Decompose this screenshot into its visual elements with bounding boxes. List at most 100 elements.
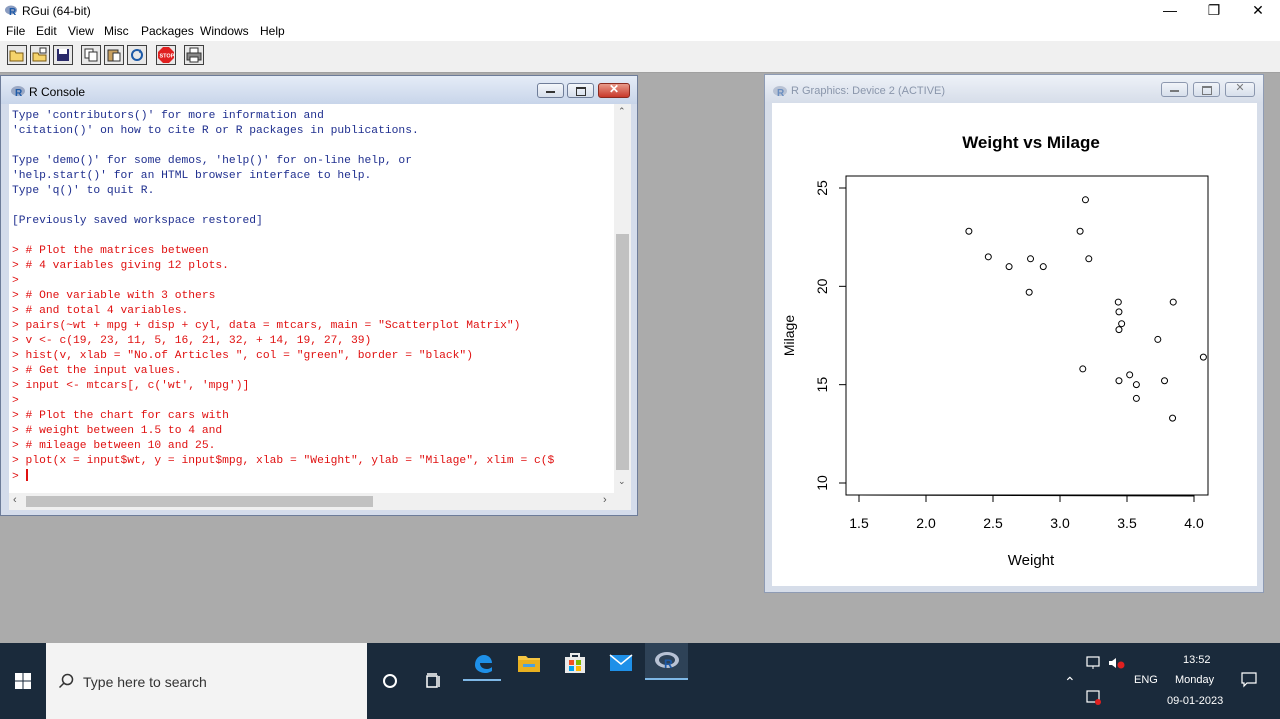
console-line: [Previously saved workspace restored] <box>12 215 263 227</box>
console-vertical-scrollbar[interactable]: ⌃ ⌄ <box>614 104 631 493</box>
console-close-button[interactable]: ✕ <box>598 82 630 98</box>
language-indicator[interactable]: ENG <box>1134 674 1158 686</box>
load-workspace-icon[interactable] <box>30 45 50 65</box>
restore-button[interactable]: ❐ <box>1207 2 1221 18</box>
y-axis-label: Milage <box>781 315 797 356</box>
console-line: > # One variable with 3 others <box>12 290 216 302</box>
menu-help[interactable]: Help <box>260 24 285 38</box>
notification-device-icon[interactable] <box>1086 690 1102 711</box>
data-point <box>1154 335 1162 343</box>
graphics-restore-button[interactable] <box>1193 82 1220 97</box>
data-point <box>984 253 992 261</box>
data-point <box>1005 263 1013 271</box>
scroll-left-icon[interactable]: ‹ <box>13 494 17 506</box>
menu-bar: File Edit View Misc Packages Windows Hel… <box>0 21 1280 41</box>
clock-time[interactable]: 13:52 <box>1183 654 1211 666</box>
menu-packages[interactable]: Packages <box>141 24 194 38</box>
data-point <box>1199 353 1207 361</box>
graphics-title-bar[interactable]: R R Graphics: Device 2 (ACTIVE) ✕ <box>765 75 1263 103</box>
paste-icon[interactable] <box>104 45 124 65</box>
graphics-close-button[interactable]: ✕ <box>1225 82 1255 97</box>
action-center-icon[interactable] <box>1241 672 1257 693</box>
console-text[interactable]: Type 'contributors()' for more informati… <box>12 109 612 489</box>
menu-windows[interactable]: Windows <box>200 24 249 38</box>
close-button[interactable]: ✕ <box>1252 2 1264 18</box>
x-tick-label: 3.5 <box>1117 515 1137 531</box>
copy-paste-icon[interactable] <box>127 45 147 65</box>
search-icon <box>58 673 74 689</box>
console-vertical-scroll-thumb[interactable] <box>616 234 629 470</box>
plot-box <box>845 175 1209 496</box>
x-axis-label: Weight <box>1008 552 1055 569</box>
mail-icon[interactable] <box>609 653 633 678</box>
svg-text:R: R <box>15 88 23 97</box>
edge-browser-icon[interactable] <box>471 651 495 680</box>
open-script-icon[interactable] <box>7 45 27 65</box>
console-line: Type 'contributors()' for more informati… <box>12 110 324 122</box>
data-point <box>1115 377 1123 385</box>
data-point <box>1114 298 1122 306</box>
graphics-window[interactable]: R R Graphics: Device 2 (ACTIVE) ✕ Weight… <box>764 74 1264 593</box>
windows-start-icon[interactable] <box>15 673 31 694</box>
menu-file[interactable]: File <box>6 24 26 38</box>
r-logo-icon: R <box>773 86 787 97</box>
console-line: > # and total 4 variables. <box>12 305 189 317</box>
menu-edit[interactable]: Edit <box>36 24 57 38</box>
console-horizontal-scroll-thumb[interactable] <box>26 496 373 507</box>
console-line: > # 4 variables giving 12 plots. <box>12 260 229 272</box>
clock-day[interactable]: Monday <box>1175 674 1215 686</box>
minimize-button[interactable]: — <box>1163 2 1177 18</box>
console-line <box>12 229 612 244</box>
graphics-minimize-button[interactable] <box>1161 82 1188 97</box>
copy-icon[interactable] <box>81 45 101 65</box>
scroll-down-icon[interactable]: ⌄ <box>618 476 626 486</box>
chart-title: Weight vs Milage <box>962 133 1100 152</box>
store-icon[interactable] <box>563 651 587 680</box>
data-point <box>1118 320 1126 328</box>
console-line: Type 'q()' to quit R. <box>12 185 155 197</box>
console-line: Type 'demo()' for some demos, 'help()' f… <box>12 155 412 167</box>
console-title-bar[interactable]: R R Console ✕ <box>1 76 637 104</box>
show-hidden-icons-icon[interactable]: ⌃ <box>1064 674 1076 690</box>
data-point <box>1169 414 1177 422</box>
console-line: 'help.start()' for an HTML browser inter… <box>12 170 372 182</box>
taskbar-search-box[interactable]: Type here to search <box>46 643 367 719</box>
data-point <box>1161 377 1169 385</box>
data-point <box>1027 255 1035 263</box>
console-line <box>12 199 612 214</box>
menu-misc[interactable]: Misc <box>104 24 129 38</box>
network-icon[interactable] <box>1086 656 1102 675</box>
search-placeholder: Type here to search <box>83 674 207 690</box>
scroll-right-icon[interactable]: › <box>603 494 607 506</box>
console-restore-button[interactable] <box>567 83 594 98</box>
volume-muted-icon[interactable] <box>1108 656 1126 675</box>
file-explorer-icon[interactable] <box>517 652 541 679</box>
title-bar: R RGui (64-bit) — ❐ ✕ <box>0 0 1280 21</box>
save-icon[interactable] <box>53 45 73 65</box>
menu-view[interactable]: View <box>68 24 94 38</box>
cortana-icon[interactable] <box>382 673 398 694</box>
data-point <box>1132 394 1140 402</box>
y-tick-label: 25 <box>814 180 830 196</box>
y-tick-label: 20 <box>814 278 830 294</box>
stop-icon[interactable]: STOP <box>156 45 176 65</box>
r-logo-icon: R <box>5 5 17 17</box>
toolbar: STOP <box>0 41 1280 73</box>
data-point <box>1115 326 1123 334</box>
console-window[interactable]: R R Console ✕ Type 'contributors()' for … <box>0 75 638 516</box>
task-view-icon[interactable] <box>426 673 442 694</box>
console-line: > plot(x = input$wt, y = input$mpg, xlab… <box>12 455 555 467</box>
rgui-taskbar-button[interactable]: R <box>645 643 688 680</box>
console-line: > # weight between 1.5 to 4 and <box>12 425 223 437</box>
x-axis-line <box>858 494 1195 497</box>
graphics-title: R Graphics: Device 2 (ACTIVE) <box>791 85 946 97</box>
clock-date[interactable]: 09-01-2023 <box>1167 695 1224 707</box>
data-point <box>1132 381 1140 389</box>
app-title: RGui (64-bit) <box>22 4 91 18</box>
print-icon[interactable] <box>184 45 204 65</box>
console-output[interactable]: Type 'contributors()' for more informati… <box>9 104 631 510</box>
console-prompt-line[interactable]: > <box>12 469 612 485</box>
console-horizontal-scrollbar[interactable]: ‹ › <box>9 493 631 510</box>
scroll-up-icon[interactable]: ⌃ <box>618 106 626 116</box>
console-minimize-button[interactable] <box>537 83 564 98</box>
